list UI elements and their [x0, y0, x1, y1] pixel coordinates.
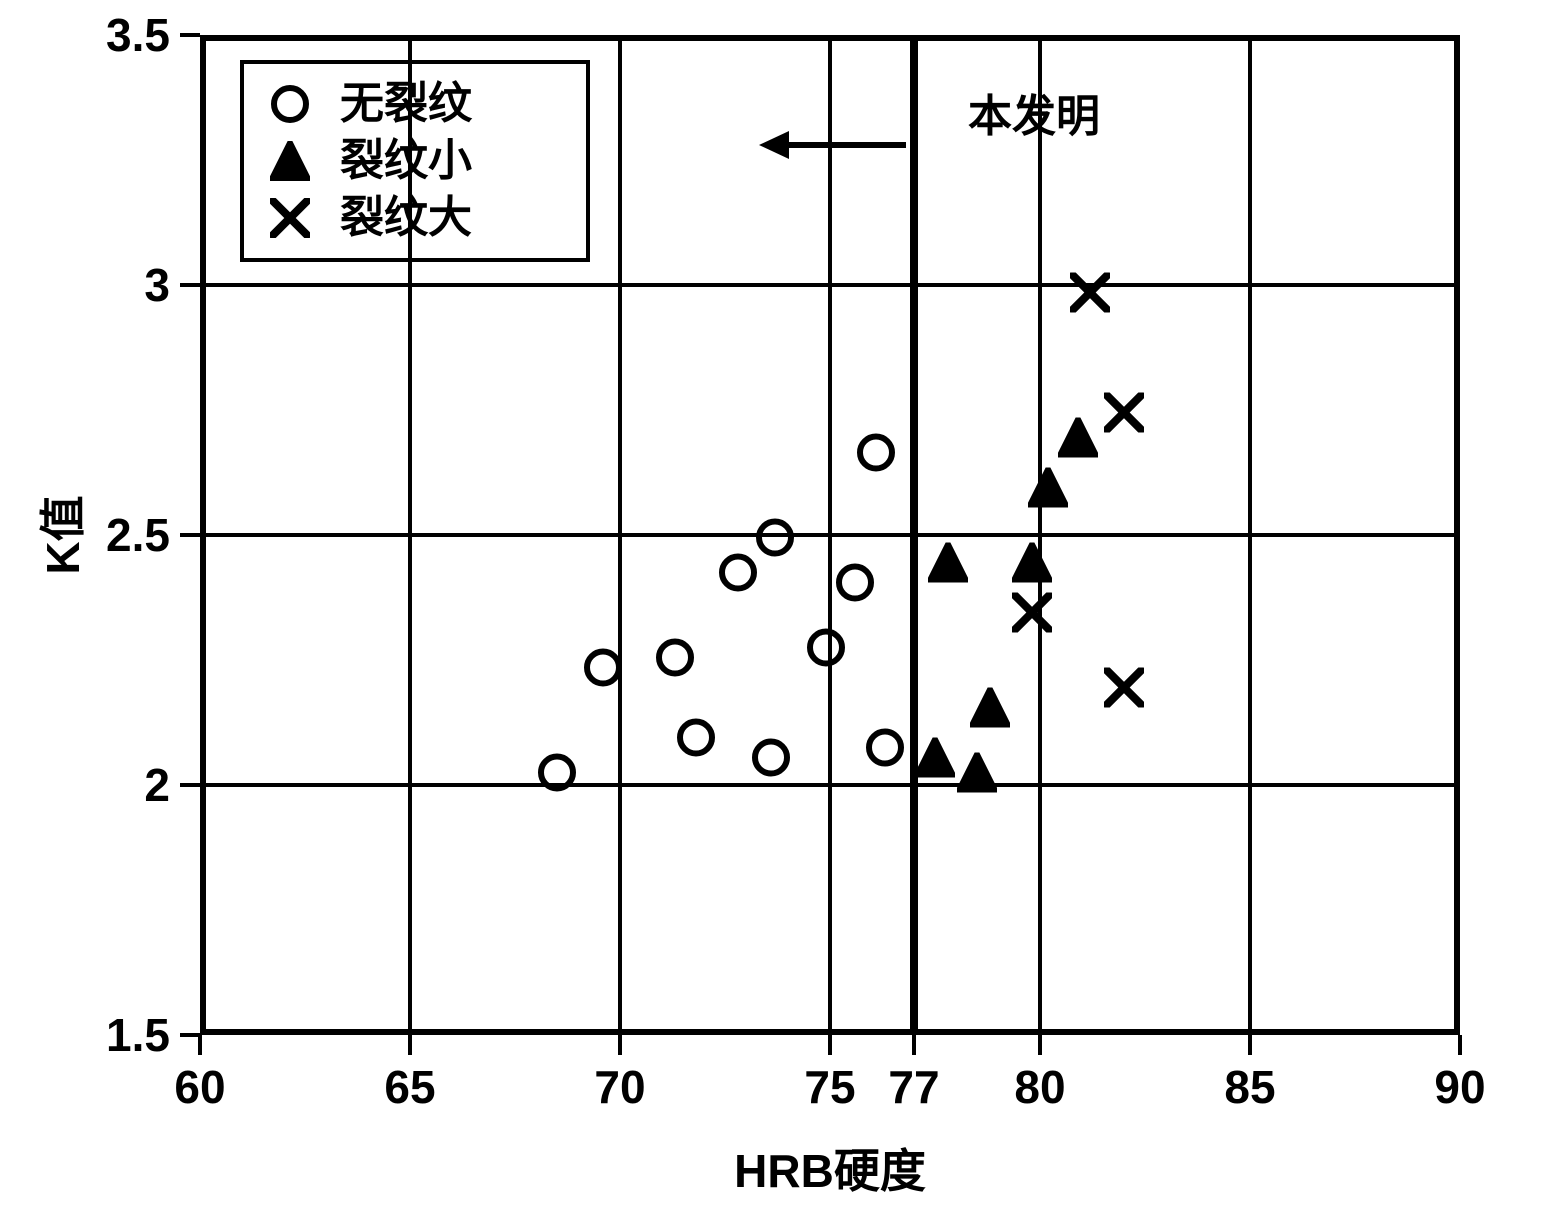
- gridline-vertical: [408, 35, 412, 1035]
- legend-label: 无裂纹: [340, 78, 472, 131]
- gridline-vertical: [828, 35, 832, 1035]
- data-point-no-crack: [537, 753, 577, 798]
- x-axis-label: HRB硬度: [734, 1135, 926, 1201]
- y-tick-label: 2: [144, 758, 170, 812]
- y-axis-label: K值: [27, 495, 93, 574]
- y-tick: [180, 533, 200, 537]
- y-tick: [180, 283, 200, 287]
- legend-label: 裂纹大: [340, 192, 472, 245]
- triangle-icon: [260, 137, 320, 185]
- y-tick-label: 3.5: [106, 8, 170, 62]
- annotation-arrow-head-icon: [759, 131, 789, 159]
- data-point-no-crack: [856, 433, 896, 478]
- x-tick: [1038, 1035, 1042, 1055]
- circle-icon: [260, 80, 320, 128]
- x-tick-label: 70: [594, 1060, 645, 1114]
- x-tick-label: 85: [1224, 1060, 1275, 1114]
- data-point-large-crack: [1070, 273, 1110, 318]
- x-tick-label: 77: [888, 1060, 939, 1114]
- data-point-no-crack: [718, 553, 758, 598]
- y-tick: [180, 783, 200, 787]
- data-point-small-crack: [1028, 468, 1068, 513]
- data-point-small-crack: [1058, 418, 1098, 463]
- legend-label: 裂纹小: [340, 135, 472, 188]
- data-point-large-crack: [1012, 593, 1052, 638]
- x-tick: [1248, 1035, 1252, 1055]
- y-tick-label: 1.5: [106, 1008, 170, 1062]
- y-tick-label: 2.5: [106, 508, 170, 562]
- data-point-no-crack: [655, 638, 695, 683]
- x-icon: [260, 194, 320, 242]
- annotation-text: 本发明: [968, 80, 1100, 144]
- x-tick-label: 60: [174, 1060, 225, 1114]
- y-tick: [180, 1033, 200, 1037]
- legend-box: 无裂纹裂纹小裂纹大: [240, 60, 590, 262]
- x-tick-label: 90: [1434, 1060, 1485, 1114]
- data-point-no-crack: [676, 718, 716, 763]
- x-tick-label: 65: [384, 1060, 435, 1114]
- x-tick: [408, 1035, 412, 1055]
- data-point-small-crack: [957, 753, 997, 798]
- x-tick-label: 75: [804, 1060, 855, 1114]
- data-point-no-crack: [751, 738, 791, 783]
- threshold-vline: [910, 39, 918, 1031]
- data-point-small-crack: [970, 688, 1010, 733]
- data-point-large-crack: [1104, 393, 1144, 438]
- data-point-no-crack: [755, 518, 795, 563]
- data-point-no-crack: [865, 728, 905, 773]
- data-point-large-crack: [1104, 668, 1144, 713]
- x-tick: [618, 1035, 622, 1055]
- data-point-small-crack: [1012, 543, 1052, 588]
- chart-container: { "chart": { "type": "scatter", "backgro…: [0, 0, 1541, 1218]
- data-point-small-crack: [928, 543, 968, 588]
- x-tick-label: 80: [1014, 1060, 1065, 1114]
- data-point-small-crack: [915, 738, 955, 783]
- gridline-vertical: [1248, 35, 1252, 1035]
- data-point-no-crack: [583, 648, 623, 693]
- gridline-vertical: [618, 35, 622, 1035]
- y-tick-label: 3: [144, 258, 170, 312]
- gridline-vertical: [1038, 35, 1042, 1035]
- y-tick: [180, 33, 200, 37]
- data-point-no-crack: [835, 563, 875, 608]
- data-point-no-crack: [806, 628, 846, 673]
- x-tick: [828, 1035, 832, 1055]
- x-tick: [912, 1035, 916, 1055]
- x-tick: [1458, 1035, 1462, 1055]
- x-tick: [198, 1035, 202, 1055]
